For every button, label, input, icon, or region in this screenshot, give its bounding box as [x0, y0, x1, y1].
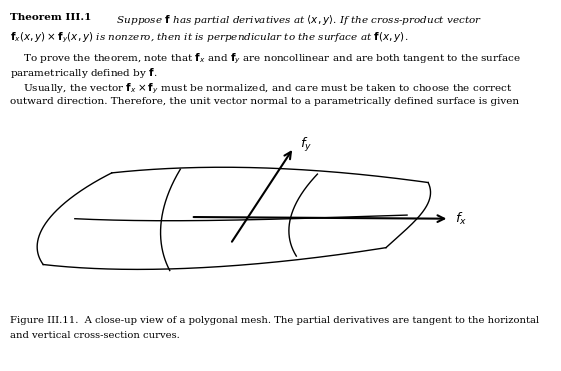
Text: To prove the theorem, note that $\mathbf{f}_x$ and $\mathbf{f}_y$ are noncolline: To prove the theorem, note that $\mathbf…: [10, 51, 521, 66]
Text: $\mathbf{f}_x(x, y) \times \mathbf{f}_y(x, y)$ is nonzero, then it is perpendicu: $\mathbf{f}_x(x, y) \times \mathbf{f}_y(…: [10, 30, 408, 45]
Text: Suppose $\mathbf{f}$ has partial derivatives at $\langle x, y\rangle$. If the cr: Suppose $\mathbf{f}$ has partial derivat…: [110, 13, 482, 27]
Text: parametrically defined by $\mathbf{f}$.: parametrically defined by $\mathbf{f}$.: [10, 66, 158, 80]
Text: Usually, the vector $\mathbf{f}_x \times \mathbf{f}_y$ must be normalized, and c: Usually, the vector $\mathbf{f}_x \times…: [10, 82, 513, 96]
Text: outward direction. Therefore, the unit vector normal to a parametrically defined: outward direction. Therefore, the unit v…: [10, 97, 519, 106]
Text: and vertical cross-section curves.: and vertical cross-section curves.: [10, 331, 180, 340]
Text: Figure III.11.  A close-up view of a polygonal mesh. The partial derivatives are: Figure III.11. A close-up view of a poly…: [10, 316, 539, 325]
Text: Theorem III.1: Theorem III.1: [10, 13, 91, 22]
Text: $f_y$: $f_y$: [300, 135, 312, 154]
Text: $f_x$: $f_x$: [454, 211, 467, 227]
